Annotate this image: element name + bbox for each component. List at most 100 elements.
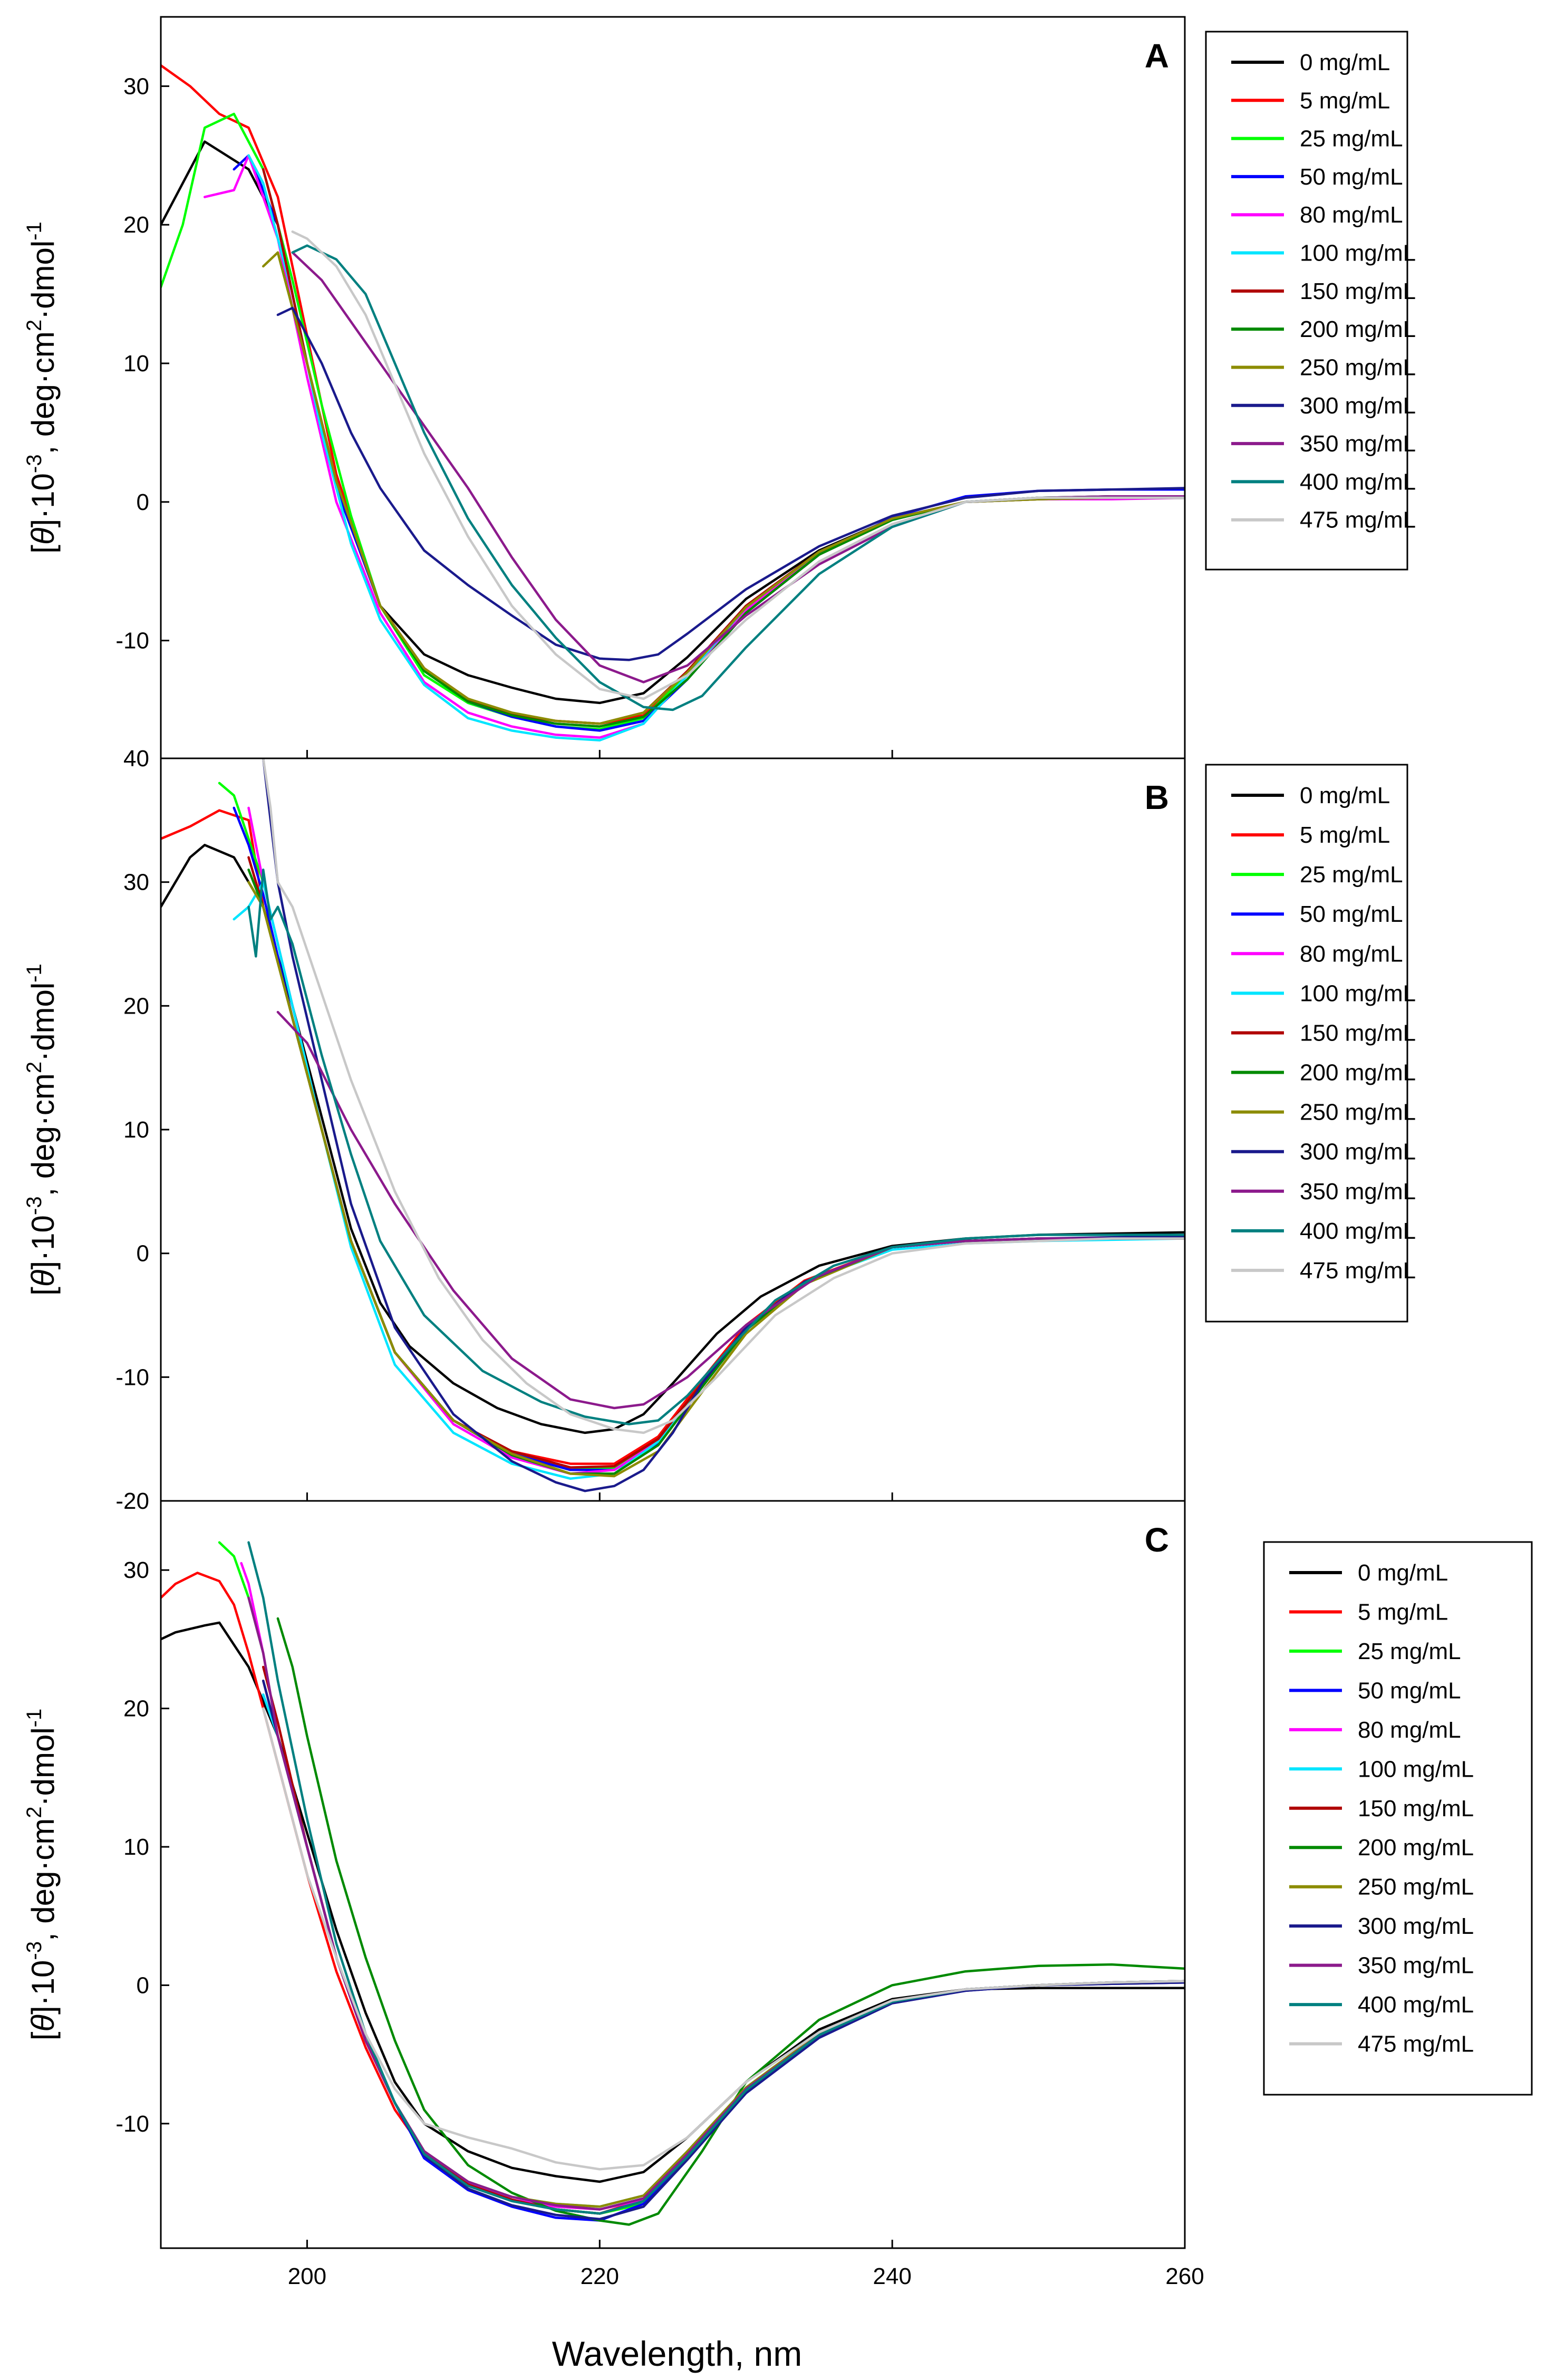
- panel-b-legend-label: 5 mg/mL: [1300, 822, 1390, 848]
- panel-b-series-line-1: [161, 844, 1185, 1434]
- panel-b-y-tick-label: 20: [123, 993, 149, 1019]
- panel-c-series-line-6: [262, 1693, 1185, 2208]
- panel-c-legend-box: [1263, 1541, 1533, 2096]
- panel-c-y-axis-label: [θ]·10-3, deg·cm2·dmol-1: [23, 1709, 61, 2040]
- panel-a-legend-label: 475 mg/mL: [1300, 507, 1416, 533]
- panel-c-legend-label: 80 mg/mL: [1358, 1717, 1461, 1743]
- panel-c-series-line-11: [247, 1596, 1185, 2211]
- panel-c-legend-label: 475 mg/mL: [1358, 2031, 1474, 2057]
- panel-c-x-tick-label: 220: [581, 2263, 619, 2289]
- panel-b-legend-label: 250 mg/mL: [1300, 1100, 1416, 1125]
- panel-a-legend-label: 50 mg/mL: [1300, 164, 1403, 190]
- panel-a-legend-label: 200 mg/mL: [1300, 316, 1416, 342]
- panel-a-series-line-13: [291, 230, 1185, 700]
- panel-c-x-tick-label: 240: [873, 2263, 911, 2289]
- panel-c-series-line-12: [247, 1541, 1185, 2215]
- panel-b-series-line-2: [161, 809, 1185, 1465]
- panel-a-y-tick-label: 30: [123, 73, 149, 99]
- panel-c-legend-label: 300 mg/mL: [1358, 1913, 1474, 1939]
- panel-b-y-axis-label: [θ]·10-3, deg·cm2·dmol-1: [23, 963, 61, 1295]
- panel-a-legend-label: 300 mg/mL: [1300, 393, 1416, 419]
- panel-c-legend-label: 50 mg/mL: [1358, 1678, 1461, 1703]
- panel-b-legend-label: 350 mg/mL: [1300, 1179, 1416, 1205]
- panel-b-frame: [160, 757, 1186, 1502]
- panel-b-legend-label: 0 mg/mL: [1300, 783, 1390, 808]
- panel-c-x-tick-label: 200: [288, 2263, 326, 2289]
- panel-a-y-tick-label: -10: [115, 628, 149, 654]
- panel-a-legend-label: 25 mg/mL: [1300, 126, 1403, 152]
- panel-a-legend-label: 5 mg/mL: [1300, 88, 1390, 113]
- panel-a-legend-label: 80 mg/mL: [1300, 202, 1403, 228]
- panel-b-series-line-8: [247, 868, 1185, 1475]
- panel-b-legend-label: 100 mg/mL: [1300, 980, 1416, 1006]
- panel-a-legend-label: 0 mg/mL: [1300, 50, 1390, 75]
- panel-b-series-line-3: [218, 782, 1185, 1471]
- panel-b-y-tick-label: -10: [115, 1364, 149, 1390]
- panel-a-legend-label: 350 mg/mL: [1300, 431, 1416, 457]
- panel-b-series-line-10: [262, 758, 1185, 1492]
- panel-a-series-line-3: [161, 112, 1185, 731]
- panel-b-legend-box: [1205, 764, 1408, 1323]
- panel-a-legend-box: [1205, 31, 1408, 571]
- panel-a-legend-label: 100 mg/mL: [1300, 240, 1416, 266]
- panel-c-x-tick-label: 260: [1165, 2263, 1204, 2289]
- panel-c-y-tick-label: -10: [115, 2111, 149, 2137]
- panel-c-legend-label: 400 mg/mL: [1358, 1992, 1474, 2018]
- panel-b: -20 -10 0 10 20 30 40 B [θ]·10-3, deg·cm2·dmol-1…: [23, 746, 1416, 1514]
- panel-b-y-tick-label: 10: [123, 1117, 149, 1143]
- panel-a-legend-label: 400 mg/mL: [1300, 469, 1416, 495]
- panel-a-series-line-4: [233, 154, 1185, 732]
- panel-b-legend-label: 475 mg/mL: [1300, 1258, 1416, 1284]
- panel-c-legend-label: 0 mg/mL: [1358, 1560, 1448, 1586]
- panel-c-legend-label: 5 mg/mL: [1358, 1599, 1448, 1625]
- panel-c-legend-label: 200 mg/mL: [1358, 1835, 1474, 1861]
- panel-b-legend-label: 400 mg/mL: [1300, 1218, 1416, 1244]
- panel-a-series-line-1: [161, 140, 1185, 705]
- panel-c-legend-label: 100 mg/mL: [1358, 1756, 1474, 1782]
- panel-b-legend: 0 mg/mL 5 mg/mL 25 mg/mL 50 mg/mL 80 mg/mL 10…: [1205, 764, 1416, 1323]
- panel-c-series-group: [161, 1541, 1185, 2226]
- panel-a-series-group: [161, 64, 1185, 742]
- panel-c-y-tick-label: 30: [123, 1557, 149, 1583]
- panel-a-series-line-12: [291, 244, 1185, 711]
- panel-a-legend-label: 250 mg/mL: [1300, 354, 1416, 380]
- panel-a-y-axis-label: [θ]·10-3, deg·cm2·dmol-1: [23, 221, 61, 553]
- panel-b-series-group: [161, 758, 1185, 1492]
- panel-a-series-line-10: [276, 306, 1185, 661]
- panel-b-legend-label: 50 mg/mL: [1300, 901, 1403, 927]
- panel-b-legend-label: 150 mg/mL: [1300, 1020, 1416, 1046]
- panel-c-series-line-13: [262, 1707, 1185, 2171]
- panel-c-frame: [160, 1500, 1186, 2249]
- panel-c-series-line-8: [276, 1617, 1185, 2226]
- panel-a-legend-label: 150 mg/mL: [1300, 278, 1416, 304]
- panel-b-series-line-11: [276, 1010, 1185, 1410]
- panel-c-letter: C: [1145, 1521, 1169, 1559]
- panel-b-y-tick-label: -20: [115, 1488, 149, 1514]
- panel-a-letter: A: [1145, 37, 1169, 75]
- x-axis-label: Wavelength, nm: [552, 2334, 802, 2373]
- panel-a-legend: 0 mg/mL 5 mg/mL 25 mg/mL 50 mg/mL 80 mg/mL 10…: [1205, 31, 1416, 571]
- panel-c-series-line-4: [262, 1693, 1185, 2222]
- panel-a-y-tick-label: 20: [123, 212, 149, 238]
- panel-b-series-line-12: [247, 868, 1185, 1425]
- panel-b-legend-label: 300 mg/mL: [1300, 1139, 1416, 1165]
- panel-b-legend-label: 80 mg/mL: [1300, 941, 1403, 967]
- panel-b-series-line-6: [233, 881, 1185, 1480]
- panel-b-series-line-13: [262, 758, 1185, 1434]
- panel-c-y-tick-label: 10: [123, 1834, 149, 1860]
- panel-b-letter: B: [1145, 778, 1169, 816]
- panel-b-legend-label: 200 mg/mL: [1300, 1060, 1416, 1086]
- panel-c-series-line-9: [262, 1679, 1185, 2208]
- panel-a-y-tick-label: 0: [137, 489, 149, 515]
- panel-c-series-line-7: [262, 1665, 1185, 2215]
- panel-a-y-tick-label: 10: [123, 351, 149, 377]
- panel-b-y-tick-label: 40: [123, 746, 149, 772]
- panel-c-legend-label: 250 mg/mL: [1358, 1874, 1474, 1900]
- panel-c: -10 0 10 20 30 200 220 240 260 C [θ]·10-3, deg·cm2…: [23, 1500, 1533, 2289]
- panel-c-series-line-10: [262, 1679, 1185, 2221]
- panel-a: -10 0 10 20 30 A [θ]·10-3, deg·cm2·dmol-1 0 mg/…: [23, 16, 1416, 759]
- panel-c-y-tick-label: 20: [123, 1696, 149, 1722]
- panel-c-legend-label: 150 mg/mL: [1358, 1796, 1474, 1822]
- panel-a-frame: [160, 16, 1186, 759]
